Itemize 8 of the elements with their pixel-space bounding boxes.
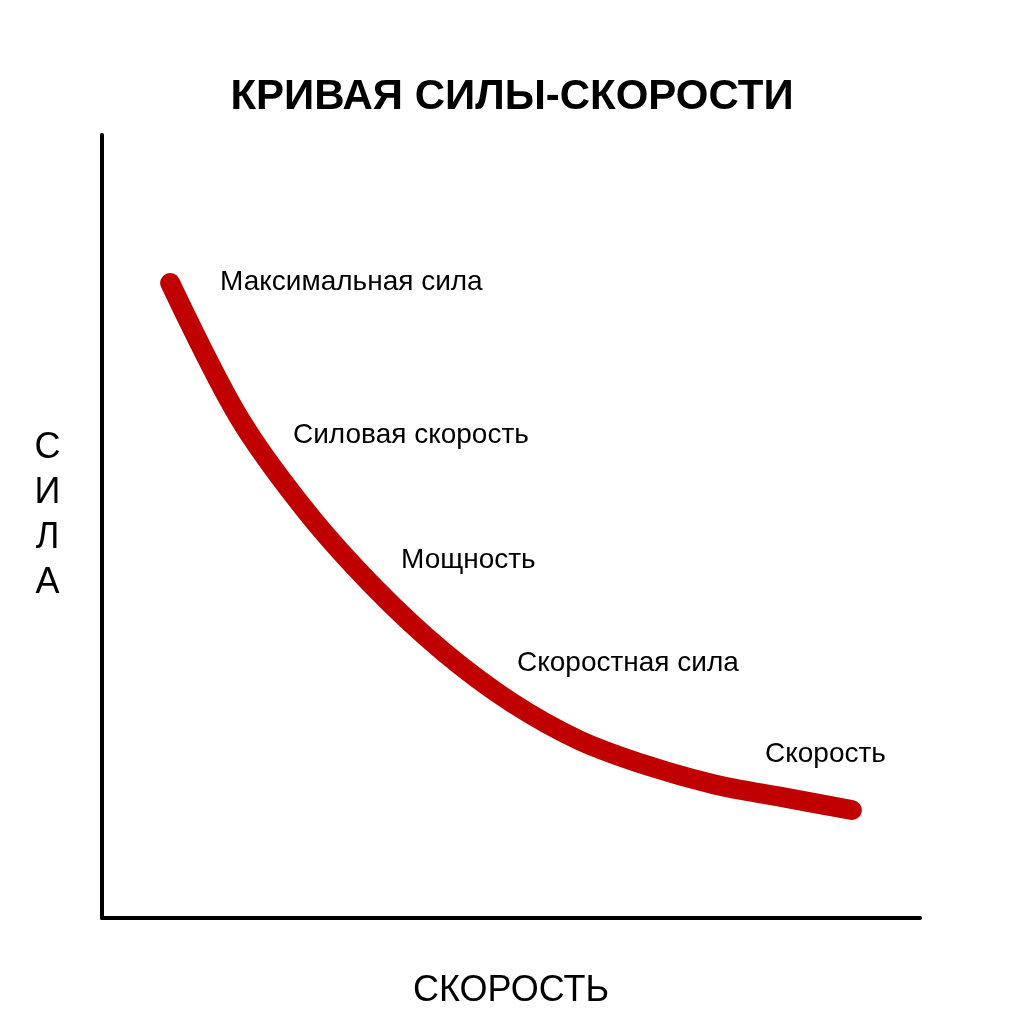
annotation: Мощность (401, 542, 536, 574)
annotation: Скоростная сила (517, 645, 740, 677)
chart-title: КРИВАЯ СИЛЫ-СКОРОСТИ (230, 70, 794, 118)
annotation: Скорость (765, 736, 886, 768)
annotation: Максимальная сила (220, 264, 484, 296)
y-axis-title: СИЛА (26, 425, 68, 605)
x-axis-title: СКОРОСТЬ (412, 967, 610, 1009)
annotation: Силовая скорость (293, 417, 529, 449)
